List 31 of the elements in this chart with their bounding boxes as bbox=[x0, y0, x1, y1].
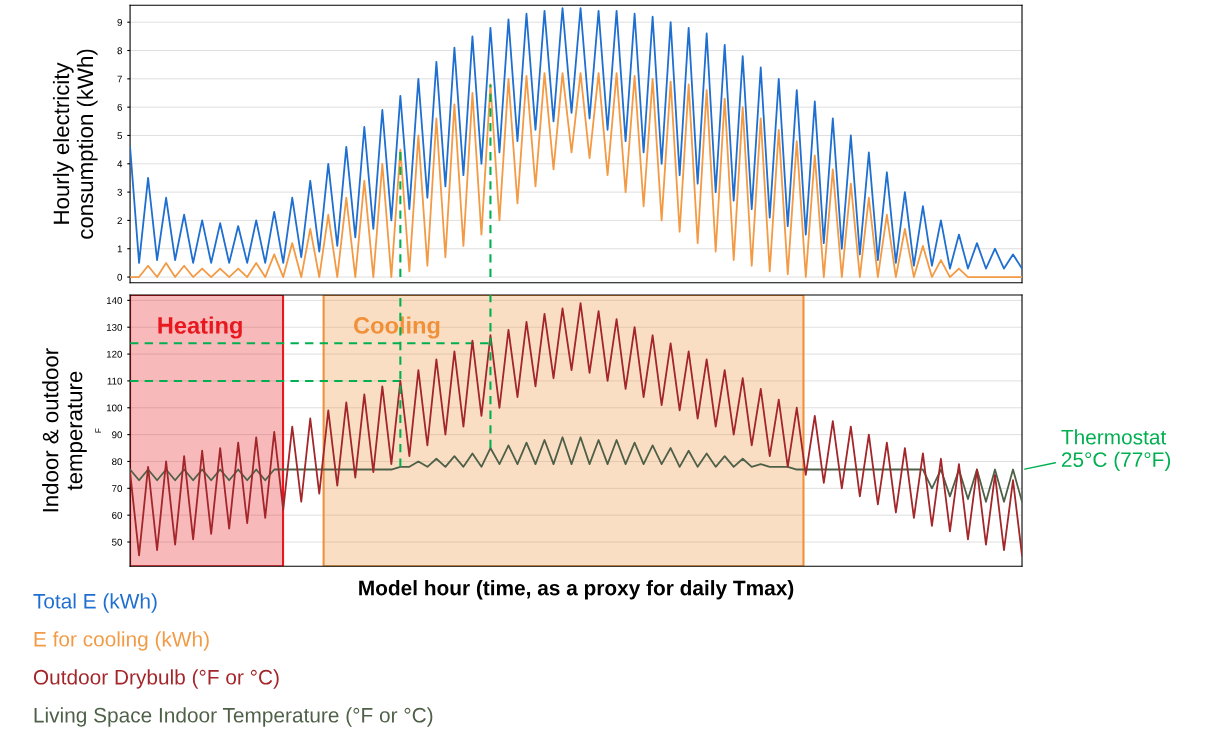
text: Outdoor Drybulb (°F or °C) bbox=[33, 669, 279, 689]
text: Living Space Indoor Temperature (°F or °C) bbox=[34, 707, 433, 727]
y-tick-label: 70 bbox=[112, 485, 123, 492]
text: Total E (kWh) bbox=[33, 593, 157, 613]
y-tick-label: 120 bbox=[106, 350, 123, 358]
y-tick-label: 6 bbox=[117, 103, 122, 111]
y-tick-label: 100 bbox=[106, 404, 123, 412]
x-axis-title: Model hour (time, as a proxy for daily Tmax) bbox=[359, 580, 794, 600]
y-tick-label: 0 bbox=[117, 273, 123, 281]
y-tick-label: 110 bbox=[107, 377, 123, 385]
y-tick-label: 8 bbox=[117, 47, 123, 55]
y-axis-title: Hourly electricity consumption (kWh) bbox=[52, 49, 98, 239]
text: E for cooling (kWh) bbox=[34, 631, 209, 651]
y-tick-label: 80 bbox=[112, 458, 123, 466]
y-tick-label: 130 bbox=[106, 323, 123, 331]
y-tick-label: 5 bbox=[117, 132, 123, 140]
y-tick-label: 7 bbox=[117, 75, 122, 83]
y-tick-label: 1 bbox=[117, 245, 122, 253]
y-tick-label: 9 bbox=[117, 18, 122, 26]
y-tick-label: 4 bbox=[117, 160, 123, 168]
text: F bbox=[95, 428, 101, 433]
y-tick-label: 140 bbox=[106, 297, 123, 304]
text: Thermostat 25°C (77°F) bbox=[1061, 429, 1171, 472]
y-tick-label: 50 bbox=[112, 538, 123, 546]
annotation: Cooling bbox=[354, 316, 440, 339]
annotation: Heating bbox=[158, 316, 242, 339]
y-tick-label: 3 bbox=[117, 188, 122, 196]
y-axis-title: Indoor & outdoor temperature bbox=[42, 348, 87, 512]
y-tick-label: 2 bbox=[117, 217, 122, 224]
y-tick-label: 60 bbox=[112, 511, 123, 519]
y-tick-label: 90 bbox=[112, 431, 123, 439]
